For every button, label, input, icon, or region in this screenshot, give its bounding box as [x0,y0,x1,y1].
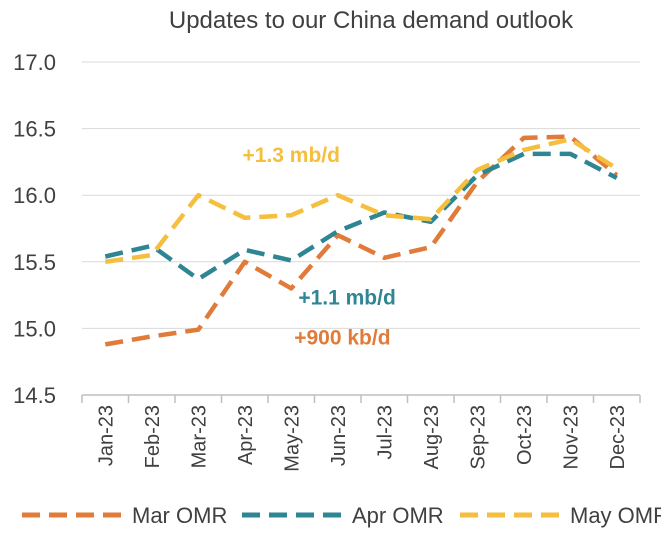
y-axis-ticks: 14.5 15.0 15.5 16.0 16.5 17.0 [13,50,56,408]
series-line-may-omr [104,137,618,265]
x-tick-label: May-23 [281,405,303,472]
legend-label: May OMR [570,503,661,528]
chart-title: Updates to our China demand outlook [169,7,574,34]
series-line-apr-omr [104,151,618,282]
y-tick-label: 16.0 [13,183,56,208]
legend-label: Mar OMR [132,503,227,528]
x-tick-label: Nov-23 [560,405,582,469]
chart-legend: Mar OMR Apr OMR May OMR [22,503,661,528]
x-tick-label: Sep-23 [467,405,489,470]
annotation-label: +1.1 mb/d [298,286,395,309]
y-tick-label: 15.0 [13,316,56,341]
x-tick-label: Jun-23 [328,405,350,466]
y-tick-label: 14.5 [13,383,56,408]
x-tick-label: Feb-23 [142,405,164,468]
series-line-mar-omr [104,134,619,347]
x-tick-label: Apr-23 [235,405,257,465]
x-tick-label: Jan-23 [95,405,117,466]
x-tick-label: Mar-23 [188,405,210,468]
y-tick-label: 16.5 [13,117,56,142]
x-tick-label: Oct-23 [514,405,536,465]
x-tick-label: Dec-23 [607,405,629,469]
x-axis-ticks: Jan-23 Feb-23 Mar-23 Apr-23 May-23 Jun-23 Jul-… [81,395,641,472]
y-tick-label: 15.5 [13,250,56,275]
chart-series [104,134,619,347]
annotation-label: +900 kb/d [294,326,390,349]
legend-label: Apr OMR [352,503,444,528]
annotation-label: +1.3 mb/d [243,144,340,167]
x-tick-label: Aug-23 [421,405,443,470]
y-tick-label: 17.0 [13,50,56,75]
x-tick-label: Jul-23 [374,405,396,459]
chart-annotations: +1.3 mb/d +1.1 mb/d +900 kb/d [243,144,396,349]
